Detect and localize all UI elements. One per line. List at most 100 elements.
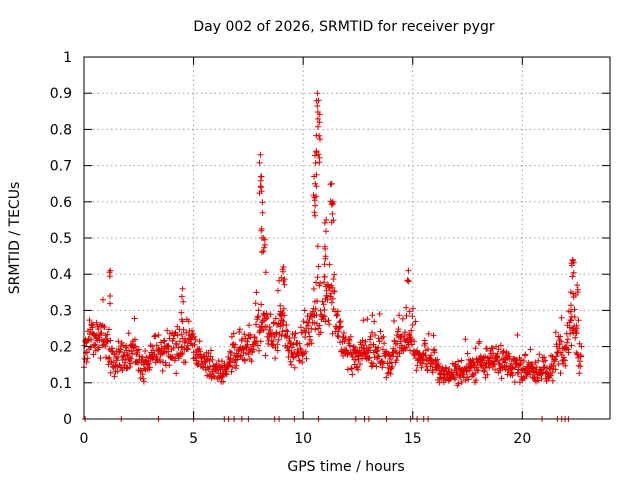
data-point (101, 323, 108, 330)
data-point (196, 338, 203, 345)
data-point (97, 355, 104, 362)
data-point (409, 313, 416, 320)
data-point (180, 326, 187, 333)
data-point (571, 314, 578, 320)
data-point (284, 328, 291, 335)
data-point (279, 317, 285, 324)
data-point (472, 345, 479, 352)
data-point (375, 344, 382, 351)
data-point (495, 346, 502, 353)
data-point (311, 173, 318, 180)
data-point (557, 370, 564, 377)
data-point (349, 371, 356, 378)
data-point (314, 90, 321, 97)
data-point (184, 346, 191, 353)
data-point (190, 331, 197, 337)
data-point (317, 329, 324, 336)
data-point (503, 362, 510, 369)
data-point (568, 262, 575, 269)
data-point (558, 338, 565, 345)
data-point (275, 336, 282, 343)
data-point (127, 354, 134, 361)
data-point (196, 345, 203, 352)
data-point (336, 319, 343, 326)
data-point (262, 269, 269, 276)
data-point (497, 342, 504, 349)
data-point (458, 357, 465, 364)
data-point (208, 347, 214, 354)
data-point (170, 335, 177, 342)
data-point (124, 351, 131, 358)
data-point (327, 181, 334, 188)
data-point (317, 280, 324, 287)
data-point (425, 346, 431, 353)
data-point (329, 284, 336, 291)
data-point (500, 348, 507, 355)
data-point (146, 364, 153, 371)
data-point (157, 358, 164, 365)
data-point (270, 338, 277, 345)
data-point (257, 173, 264, 180)
data-point (490, 350, 497, 357)
chart-title: Day 002 of 2026, SRMTID for receiver pyg… (193, 19, 494, 35)
data-point (520, 358, 527, 364)
data-point (104, 338, 111, 345)
data-point (344, 366, 351, 373)
data-point (302, 329, 309, 336)
data-point (256, 347, 262, 354)
data-point (387, 356, 393, 362)
data-point (464, 350, 471, 357)
data-point (278, 310, 285, 317)
data-point (173, 370, 180, 377)
data-point (292, 330, 299, 337)
data-point (313, 193, 320, 200)
data-point (229, 364, 236, 370)
data-point (316, 111, 323, 118)
data-point (123, 343, 130, 349)
data-point (518, 357, 524, 363)
data-point (230, 330, 237, 337)
data-point (321, 243, 328, 250)
data-point (161, 337, 168, 344)
data-point (402, 329, 408, 336)
data-point (325, 317, 332, 324)
y-tick-label: 0.9 (50, 86, 72, 102)
data-point (192, 336, 199, 343)
data-point (536, 351, 543, 358)
data-point (107, 293, 113, 299)
y-tick-label: 0.6 (50, 195, 72, 211)
data-point (245, 351, 252, 358)
data-point (314, 298, 321, 304)
data-point (312, 326, 319, 333)
data-point (233, 362, 240, 369)
data-point (321, 313, 328, 320)
data-point (372, 332, 378, 338)
y-tick-label: 0.1 (50, 376, 72, 392)
data-point (311, 209, 318, 216)
data-point (165, 348, 172, 355)
data-point (292, 353, 299, 360)
data-point (246, 322, 253, 329)
data-point (260, 327, 267, 333)
data-point (425, 330, 432, 337)
data-point (191, 341, 198, 348)
data-point (376, 338, 383, 345)
data-point (312, 152, 318, 159)
data-point (126, 364, 133, 370)
data-point (225, 362, 232, 369)
data-point (567, 308, 574, 315)
data-point (315, 97, 322, 104)
data-point (310, 286, 317, 292)
y-tick-label: 0.3 (50, 303, 72, 319)
data-point (374, 347, 381, 354)
data-point (131, 315, 138, 322)
x-tick-label: 20 (513, 431, 531, 447)
data-point (301, 307, 308, 314)
data-point (373, 348, 380, 355)
data-point (314, 115, 321, 122)
data-point (422, 340, 429, 347)
data-point (511, 379, 518, 385)
data-point (253, 289, 260, 296)
data-point (178, 293, 185, 300)
y-tick-label: 0.7 (50, 159, 72, 175)
